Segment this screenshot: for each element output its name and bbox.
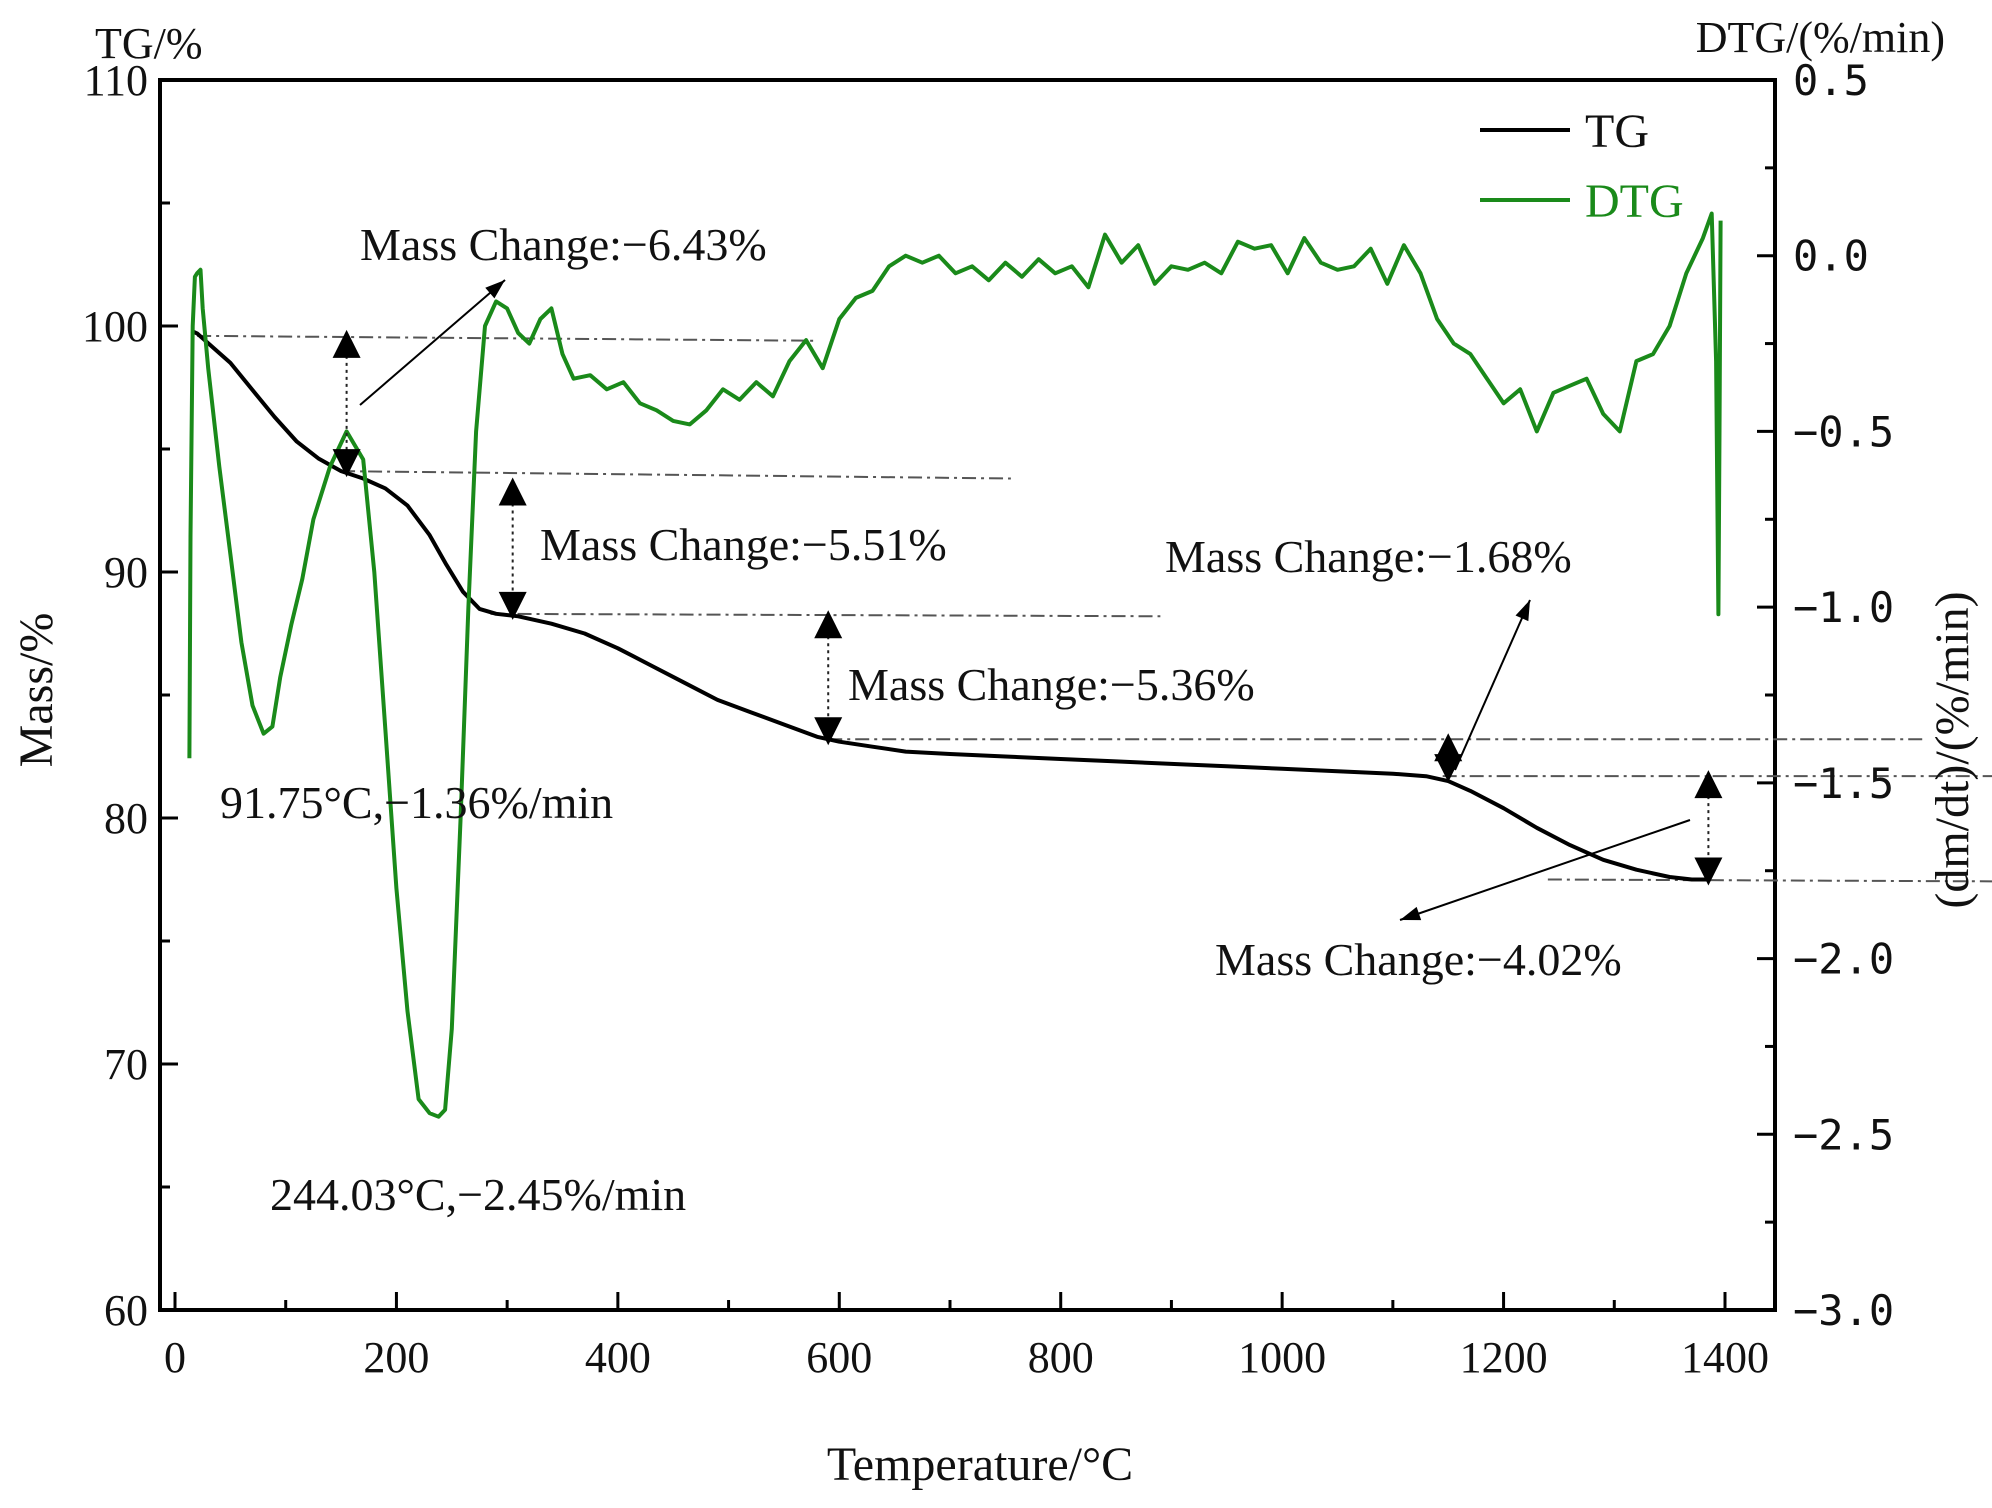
mass-change-3-arrow-head-up [814,610,843,639]
mass-change-4-arrow-head-down [1434,754,1463,783]
y-left-tick-label: 80 [104,794,148,843]
mass-change-1-label: Mass Change:−6.43% [360,219,767,270]
x-tick-label: 400 [585,1333,651,1382]
x-axis-label: Temperature/°C [827,1438,1133,1491]
x-tick-label: 1000 [1238,1333,1326,1382]
mass-change-5-pointer-head [1400,906,1422,921]
step-guide-line [341,470,1011,480]
mass-change-5-pointer-line [1399,819,1691,921]
y-left-tick-label: 90 [104,548,148,597]
peak-2-label: 244.03°C,−2.45%/min [270,1169,686,1220]
x-tick-label: 0 [164,1333,186,1382]
x-tick-label: 800 [1028,1333,1094,1382]
mass-change-4-label: Mass Change:−1.68% [1165,531,1572,582]
mass-change-1-arrow-head-down [332,449,361,478]
y-right-tick-label: −2.5 [1793,1110,1894,1159]
y-right-tick-label: 0.5 [1793,56,1869,105]
y-right-top-label: DTG/(%/min) [1696,13,1945,62]
mass-change-1-arrow-head-up [332,329,361,358]
mass-change-2-arrow-head-down [498,591,527,620]
y-left-axis-ticks: 60 70 80 90 100 110 [82,56,178,1335]
mass-change-5-arrow-head-down [1694,857,1723,886]
y-right-tick-label: 0.0 [1793,232,1869,281]
mass-change-5-label: Mass Change:−4.02% [1215,934,1622,985]
mass-change-2-arrow-head-up [498,477,527,506]
y-left-tick-label: 60 [104,1286,148,1335]
x-tick-label: 1400 [1681,1333,1769,1382]
step-guide-line [197,334,818,342]
mass-change-2-label: Mass Change:−5.51% [540,519,947,570]
mass-change-1-pointer-head [485,280,505,299]
y-left-top-label: TG/% [95,19,203,68]
y-left-axis-label: Mass/% [10,613,63,768]
mass-change-4-pointer-head [1515,600,1530,622]
series-line-dtg [187,211,1723,1119]
mass-change-5-arrow-head-up [1694,770,1723,799]
y-right-axis-ticks: 0.5 0.0 −0.5 −1.0 −1.5 −2.0 −2.5 −3.0 [1757,56,1894,1335]
mass-change-3-label: Mass Change:−5.36% [848,659,1255,710]
legend-tg-label: TG [1585,105,1649,158]
y-right-tick-label: −2.0 [1793,935,1894,984]
legend-dtg-label: DTG [1585,175,1684,228]
annotation-arrows [332,279,1723,921]
mass-change-3-arrow-head-down [814,717,843,746]
y-right-tick-label: −1.5 [1793,759,1894,808]
step-guide-line [490,612,1161,618]
mass-change-1-pointer-line [359,279,506,406]
legend: TG DTG [1480,105,1684,228]
mass-change-4-pointer-line [1454,599,1531,771]
x-tick-label: 600 [806,1333,872,1382]
y-left-tick-label: 100 [82,302,148,351]
y-right-tick-label: −1.0 [1793,583,1894,632]
y-right-tick-label: −0.5 [1793,407,1894,456]
x-axis-ticks: 0 200 400 600 800 1000 1200 1400 [164,1292,1769,1382]
y-left-tick-label: 110 [84,56,148,105]
y-right-tick-label: −3.0 [1793,1286,1894,1335]
step-guide-lines [197,334,1992,883]
y-right-axis-label: (dm/dt)/(%/min) [1926,591,1979,908]
x-tick-label: 1200 [1460,1333,1548,1382]
y-left-tick-label: 70 [104,1040,148,1089]
peak-1-label: 91.75°C,−1.36%/min [220,777,613,828]
x-tick-label: 200 [363,1333,429,1382]
